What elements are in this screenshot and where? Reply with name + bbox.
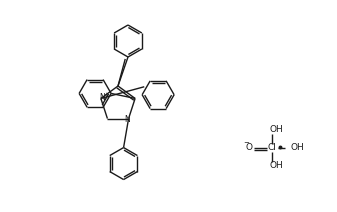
- Text: O: O: [245, 144, 252, 152]
- Text: OH: OH: [269, 126, 283, 134]
- Text: OH: OH: [269, 162, 283, 170]
- Text: N: N: [99, 93, 105, 102]
- Text: OH: OH: [290, 144, 304, 152]
- Text: −: −: [243, 140, 249, 146]
- Text: +: +: [103, 92, 109, 97]
- Text: N: N: [125, 115, 130, 124]
- Text: Cl: Cl: [268, 144, 276, 152]
